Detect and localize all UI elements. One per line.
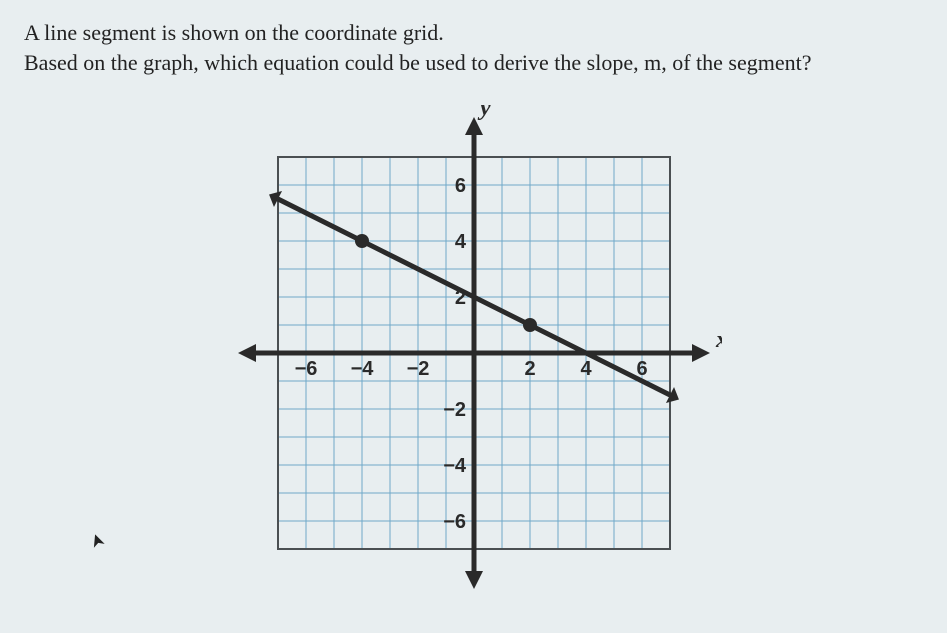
x-tick-label: −4 bbox=[350, 358, 374, 380]
y-tick-label: −4 bbox=[443, 455, 467, 477]
y-tick-label: −6 bbox=[443, 511, 466, 533]
x-tick-label: 4 bbox=[580, 358, 592, 380]
coordinate-grid: yx−6−4−2246642−2−4−6 bbox=[226, 105, 722, 601]
x-tick-label: −6 bbox=[294, 358, 317, 380]
chart-container: yx−6−4−2246642−2−4−6 bbox=[0, 105, 947, 601]
y-tick-label: 4 bbox=[454, 231, 466, 253]
question-line-1: A line segment is shown on the coordinat… bbox=[24, 18, 923, 48]
y-tick-label: 6 bbox=[454, 175, 465, 197]
plotted-point bbox=[523, 318, 537, 332]
y-axis-label: y bbox=[477, 105, 491, 121]
plotted-point bbox=[355, 234, 369, 248]
question-text: A line segment is shown on the coordinat… bbox=[0, 0, 947, 87]
x-tick-label: 2 bbox=[524, 358, 535, 380]
y-tick-label: −2 bbox=[443, 399, 466, 421]
question-line-2: Based on the graph, which equation could… bbox=[24, 48, 923, 78]
x-tick-label: −2 bbox=[406, 358, 429, 380]
x-axis-label: x bbox=[715, 327, 722, 353]
